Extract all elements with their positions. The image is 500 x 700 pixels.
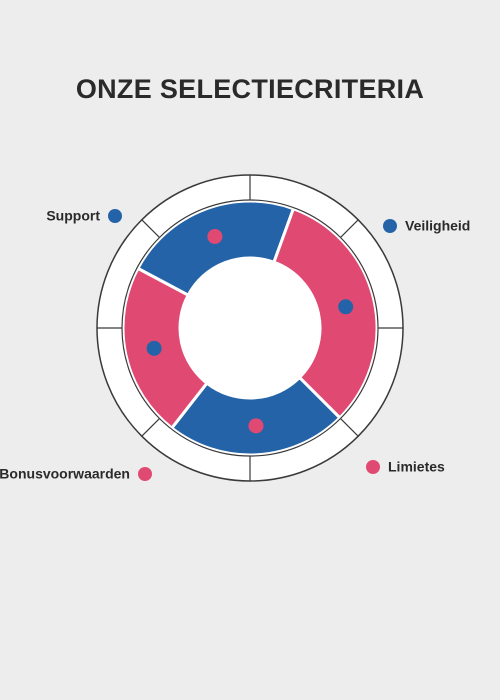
title: ONZE SELECTIECRITERIA	[76, 74, 424, 104]
label-support: Support	[46, 208, 100, 224]
label-dot	[108, 209, 122, 223]
segment-dot	[248, 418, 264, 434]
segment-outline	[121, 199, 379, 457]
label-dot	[383, 219, 397, 233]
ring-divider	[339, 417, 359, 437]
ring-divider	[141, 219, 161, 239]
segment	[272, 206, 379, 420]
label-bonusvoorwaarden: Bonusvoorwaarden	[0, 466, 130, 482]
label-dot	[366, 460, 380, 474]
label-limietes: Limietes	[388, 459, 445, 475]
inner-circle	[181, 259, 319, 397]
ring-divider	[339, 219, 359, 239]
segment-dot	[207, 229, 223, 245]
segment	[121, 266, 210, 431]
label-veiligheid: Veiligheid	[405, 218, 470, 234]
ring-divider	[141, 417, 161, 437]
label-dot	[138, 467, 152, 481]
segment-dot	[146, 340, 162, 356]
segment	[169, 375, 342, 457]
segment	[135, 199, 296, 298]
segment-dot	[338, 299, 354, 315]
wheel	[96, 174, 404, 482]
